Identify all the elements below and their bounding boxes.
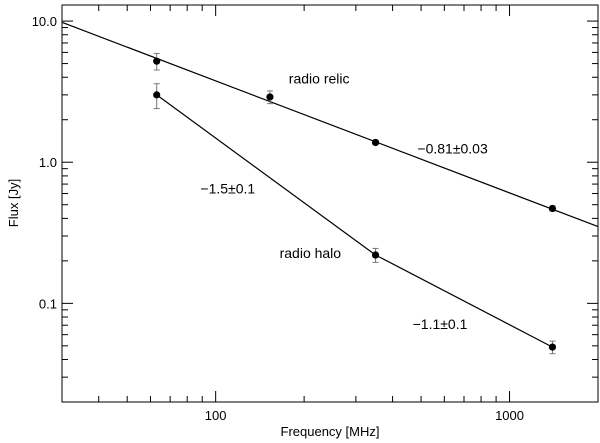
error-bars <box>153 52 556 355</box>
axis-ticks <box>61 5 599 403</box>
plot-frame <box>61 4 599 403</box>
tick-labels: 100 1000 0.1 1.0 10.0 <box>32 14 524 423</box>
data-point-1 <box>548 343 557 351</box>
y-tick-label: 10.0 <box>32 14 57 29</box>
data-point-0 <box>153 57 161 65</box>
annotation-label: −0.81±0.03 <box>417 141 488 157</box>
annotation-label: radio halo <box>280 245 342 261</box>
x-axis-label: Frequency [MHz] <box>281 424 380 439</box>
data-points <box>153 57 557 351</box>
y-tick-label: 0.1 <box>39 296 57 311</box>
annotation-label: −1.5±0.1 <box>200 181 255 197</box>
x-tick-label: 100 <box>205 408 227 423</box>
y-axis-label: Flux [Jy] <box>6 179 21 227</box>
fit-line-1 <box>156 94 553 348</box>
data-point-0 <box>266 93 274 101</box>
data-point-1 <box>153 91 161 99</box>
data-point-0 <box>548 204 557 213</box>
y-tick-label: 1.0 <box>39 155 57 170</box>
data-point-1 <box>371 251 380 259</box>
fit-line-0 <box>61 21 599 228</box>
data-point-0 <box>371 138 380 147</box>
annotations: radio relic −0.81±0.03 −1.5±0.1 radio halo −… <box>200 71 488 332</box>
x-tick-label: 1000 <box>495 408 524 423</box>
annotation-label: −1.1±0.1 <box>413 316 468 332</box>
annotation-label: radio relic <box>289 71 350 87</box>
